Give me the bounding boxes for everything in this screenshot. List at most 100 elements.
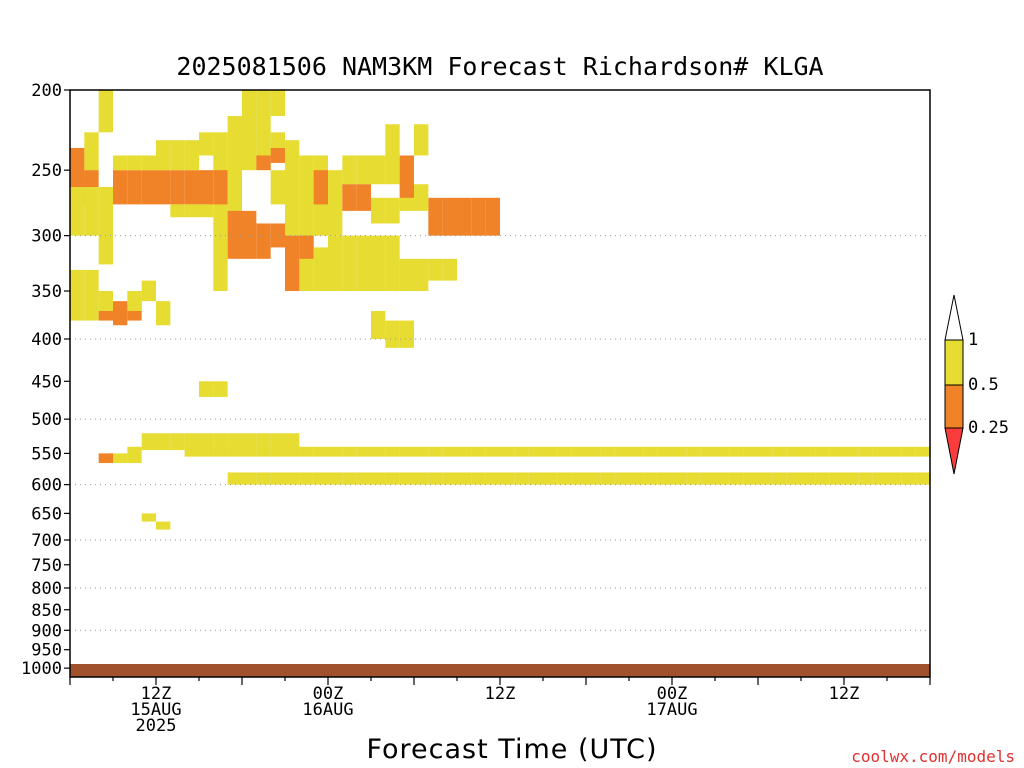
heatmap-cell [199, 446, 214, 457]
heatmap-cell [141, 170, 156, 205]
heatmap-cell [285, 446, 300, 457]
heatmap-cell [643, 472, 658, 485]
colorbar-bottom-arrow [944, 427, 964, 475]
heatmap-cell [98, 90, 113, 133]
heatmap-cell [141, 155, 156, 171]
heatmap-cell [328, 235, 343, 292]
heatmap-cell [743, 472, 758, 485]
heatmap-cell [227, 472, 242, 485]
heatmap-cell [213, 433, 228, 451]
x-tick-label: 12Z [829, 684, 860, 704]
chart-title: 2025081506 NAM3KM Forecast Richardson# K… [176, 52, 823, 81]
heatmap-cell [485, 446, 500, 457]
heatmap-cell [442, 446, 457, 457]
heatmap-cell [270, 446, 285, 457]
heatmap-cell [801, 446, 816, 457]
heatmap-cell [672, 472, 687, 485]
x-tick-label: 00Z [657, 684, 688, 704]
heatmap-cell [371, 155, 386, 185]
heatmap-cell [270, 170, 285, 205]
heatmap-cell [313, 446, 328, 457]
heatmap-cell [98, 310, 113, 321]
heatmap-cell [141, 433, 156, 451]
heatmap-cell [356, 184, 371, 211]
heatmap-cell [242, 433, 257, 451]
y-tick-label: 550 [31, 444, 62, 464]
heatmap-cell [758, 446, 773, 457]
heatmap-cell [600, 472, 615, 485]
heatmap-cell [442, 472, 457, 485]
heatmap-cell [543, 446, 558, 457]
x-tick-label: 12Z [141, 684, 172, 704]
heatmap-cell [600, 446, 615, 457]
heatmap-cell [514, 446, 529, 457]
heatmap-cell [256, 446, 271, 457]
heatmap-cell [772, 446, 787, 457]
heatmap-cell [113, 301, 128, 326]
heatmap-cell [313, 170, 328, 205]
heatmap-cell [328, 170, 343, 236]
heatmap-cell [98, 291, 113, 311]
heatmap-cell [156, 140, 171, 171]
heatmap-cell [184, 170, 199, 205]
heatmap-cell [471, 472, 486, 485]
colorbar-label: 0.5 [968, 375, 999, 395]
heatmap-cell [915, 446, 930, 457]
heatmap-cell [170, 140, 185, 171]
heatmap-cell [227, 446, 242, 457]
heatmap-cell [829, 472, 844, 485]
heatmap-cell [156, 301, 171, 326]
heatmap-cell [127, 291, 142, 311]
colorbar-label: 1 [968, 330, 978, 350]
heatmap-cell [657, 446, 672, 457]
heatmap-cell [629, 446, 644, 457]
heatmap-cell [815, 472, 830, 485]
heatmap-cell [84, 132, 99, 171]
heatmap-cell [901, 446, 916, 457]
heatmap-cell [715, 472, 730, 485]
heatmap-cell [700, 472, 715, 485]
heatmap-cell [299, 472, 314, 485]
heatmap-cell [586, 446, 601, 457]
heatmap-cell [399, 472, 414, 485]
heatmap-cell [84, 269, 99, 311]
heatmap-cell [285, 433, 300, 451]
heatmap-cell [242, 115, 257, 171]
heatmap-cell [371, 197, 386, 224]
heatmap-cell [729, 472, 744, 485]
heatmap-cell [242, 210, 257, 259]
heatmap-cell [786, 446, 801, 457]
y-tick-label: 450 [31, 372, 62, 392]
heatmap-cell [428, 258, 443, 281]
heatmap-cell [256, 155, 271, 171]
heatmap-cell [213, 381, 228, 397]
heatmap-cell [385, 320, 400, 348]
heatmap-cell [270, 90, 285, 116]
heatmap-cell [156, 433, 171, 451]
heatmap-cell [256, 90, 271, 116]
heatmap-cell [170, 204, 185, 218]
heatmap-cell [70, 186, 85, 236]
heatmap-cell [729, 446, 744, 457]
heatmap-cell [242, 472, 257, 485]
heatmap-cell [543, 472, 558, 485]
heatmap-cell [356, 155, 371, 185]
heatmap-cell [414, 258, 429, 292]
heatmap-cell [414, 184, 429, 211]
heatmap-cell [514, 472, 529, 485]
colorbar-label: 0.25 [968, 418, 1009, 438]
heatmap-cell [84, 186, 99, 236]
heatmap-cell [428, 446, 443, 457]
heatmap-cell [743, 446, 758, 457]
heatmap-cell [500, 472, 515, 485]
heatmap-cell [385, 446, 400, 457]
colorbar-bin-orange [944, 384, 964, 429]
heatmap-cell [700, 446, 715, 457]
heatmap-cell [328, 446, 343, 457]
x-axis-label: Forecast Time (UTC) [366, 734, 657, 765]
y-tick-label: 800 [31, 579, 62, 599]
heatmap-cell [70, 310, 85, 321]
heatmap-cell [858, 472, 873, 485]
heatmap-cell [285, 235, 300, 292]
